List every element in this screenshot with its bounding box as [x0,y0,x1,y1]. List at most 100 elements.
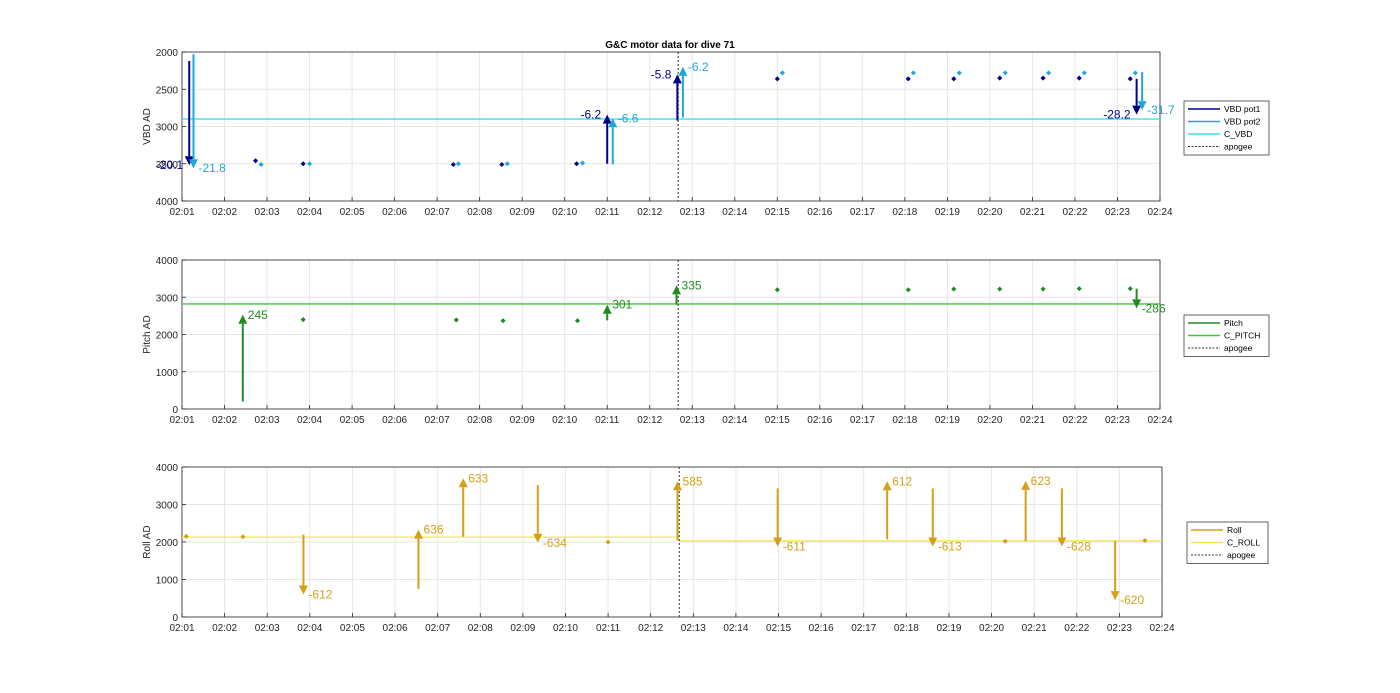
arrow-head [773,537,783,547]
x-tick-label: 02:24 [1147,415,1172,426]
x-tick-label: 02:11 [595,207,620,218]
y-tick-label: 4000 [156,256,179,267]
arrow-label: -31.7 [1147,103,1175,117]
data-point [253,158,259,164]
x-tick-label: 02:20 [977,415,1002,426]
x-tick-label: 02:17 [850,415,875,426]
x-tick-label: 02:13 [681,623,706,634]
x-tick-label: 02:01 [169,415,194,426]
arrow-label: 585 [683,474,703,488]
x-tick-label: 02:04 [297,623,322,634]
x-tick-label: 02:20 [979,623,1004,634]
data-point [574,318,580,324]
y-tick-label: 3500 [156,160,179,171]
arrow-label: 636 [423,523,443,537]
arrow-head [673,481,683,491]
x-tick-label: 02:24 [1149,623,1174,634]
legend-label: VBD pot2 [1224,117,1261,127]
x-tick-label: 02:01 [169,623,194,634]
x-tick-label: 02:21 [1022,623,1047,634]
data-point [997,286,1003,292]
arrow-label: -6.2 [688,60,709,74]
data-point [997,75,1003,81]
legend-label: apogee [1224,142,1253,152]
x-tick-label: 02:02 [212,623,237,634]
data-point [183,533,189,539]
arrow-label: 301 [612,298,632,312]
data-point [1142,537,1148,544]
x-tick-label: 02:13 [680,415,705,426]
data-point [574,161,580,167]
y-tick-label: 1000 [156,576,179,587]
x-tick-label: 02:17 [851,623,876,634]
y-tick-label: 4000 [156,197,179,208]
x-tick-label: 02:07 [425,415,450,426]
arrow-head [608,118,618,128]
arrow-label: -6.6 [618,111,639,125]
data-point [1081,70,1087,76]
x-tick-label: 02:24 [1147,207,1172,218]
x-tick-label: 02:21 [1020,207,1045,218]
y-tick-label: 2000 [156,331,179,342]
x-tick-label: 02:14 [722,207,747,218]
arrow-head [1057,537,1067,547]
x-tick-label: 02:22 [1062,415,1087,426]
x-tick-label: 02:22 [1062,207,1087,218]
x-tick-label: 02:23 [1105,207,1130,218]
y-tick-label: 3000 [156,123,179,134]
data-point [240,534,246,540]
arrow-head [533,533,543,543]
data-point [580,160,586,166]
arrow-head [678,66,688,76]
data-point [300,317,306,323]
arrow-head [458,478,468,488]
y-tick-label: 2000 [156,538,179,549]
data-point [605,539,611,545]
arrow-label: -21.8 [198,161,226,175]
x-tick-label: 02:16 [809,623,834,634]
arrow-head [188,159,198,169]
data-point [504,161,510,167]
x-tick-label: 02:01 [169,207,194,218]
x-tick-label: 02:20 [977,207,1002,218]
arrow-label: 612 [892,474,912,488]
x-tick-label: 02:10 [553,623,578,634]
arrow-label: -28.2 [1103,108,1131,122]
x-tick-label: 02:19 [935,415,960,426]
x-tick-label: 02:02 [212,415,237,426]
arrow-label: -620 [1120,593,1144,607]
arrow-head [413,529,423,539]
arrow-label: -286 [1142,301,1166,315]
x-tick-label: 02:18 [892,207,917,218]
legend-label: Roll [1227,525,1242,535]
x-tick-label: 02:05 [340,207,365,218]
arrow-label: 245 [248,308,268,322]
chart-panel-3: 02:01 02:02 02:03 02:04 02:05 02:06 02:07 02:08… [142,463,1269,634]
data-point [774,287,780,293]
data-point [258,161,264,168]
x-tick-label: 02:07 [425,623,450,634]
x-tick-label: 02:12 [637,415,662,426]
x-tick-label: 02:03 [255,623,280,634]
y-tick-label: 2000 [156,48,179,59]
data-point [956,70,962,76]
x-tick-label: 02:10 [552,415,577,426]
arrow-label: -613 [938,540,962,554]
x-tick-label: 02:03 [255,415,280,426]
data-point [1076,75,1082,81]
data-point [1002,70,1008,76]
x-tick-label: 02:08 [467,415,492,426]
arrow-head [672,285,682,295]
x-tick-label: 02:05 [340,415,365,426]
x-tick-label: 02:06 [382,207,407,218]
arrow-head [602,114,612,124]
data-point [499,161,505,168]
legend-box [1183,100,1270,156]
arrow-head [672,74,682,84]
data-point [1040,75,1046,81]
data-point [779,70,785,76]
x-tick-label: 02:11 [596,623,621,634]
x-tick-label: 02:05 [340,623,365,634]
y-tick-label: 0 [172,405,178,416]
y-axis-label: VBD AD [142,108,153,145]
